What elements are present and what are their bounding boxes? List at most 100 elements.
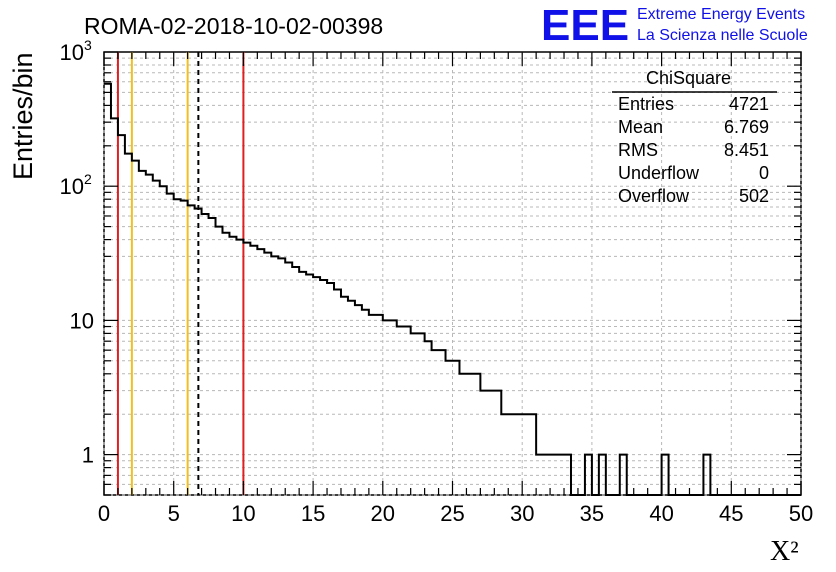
stats-value: 6.769 [724, 117, 769, 137]
x-tick-label: 45 [719, 501, 743, 526]
x-tick-label: 15 [301, 501, 325, 526]
histogram-bin [195, 209, 202, 495]
y-tick-label: 10 [70, 308, 94, 333]
stats-title: ChiSquare [646, 68, 731, 88]
x-tick-label: 10 [231, 501, 255, 526]
stats-label: Underflow [618, 163, 700, 183]
y-tick-exponent: 2 [84, 171, 92, 187]
histogram-bin [125, 154, 132, 495]
histogram-bin [397, 327, 404, 495]
histogram-bin [446, 361, 453, 495]
logo-line1: Extreme Energy Events [637, 6, 805, 23]
histogram-bin [362, 310, 369, 495]
histogram-bin [181, 201, 188, 495]
histogram-bin [257, 249, 264, 495]
histogram-bin [160, 186, 167, 495]
histogram-bin [299, 272, 306, 495]
histogram-bin [243, 243, 250, 495]
histogram-bin [418, 333, 425, 495]
histogram-bin [543, 455, 550, 495]
x-tick-label: 20 [371, 501, 395, 526]
histogram-bin [139, 171, 146, 495]
histogram-bin [306, 274, 313, 495]
y-axis-label: Entries/bin [8, 52, 38, 180]
histogram-bin [390, 320, 397, 495]
y-tick-label: 10 [60, 40, 84, 65]
histogram-bin [515, 414, 522, 495]
histogram-bin [432, 350, 439, 495]
histogram-bin [480, 391, 487, 495]
histogram-bin [285, 263, 292, 495]
histogram-bin [271, 256, 278, 495]
histogram-bin [229, 237, 236, 495]
histogram-bin [167, 194, 174, 495]
histogram-bin [564, 455, 571, 495]
histogram-bin [487, 391, 494, 495]
y-tick-label: 10 [60, 174, 84, 199]
histogram-bin [599, 455, 606, 495]
x-tick-label: 50 [789, 501, 813, 526]
histogram-bin [453, 361, 460, 495]
histogram-bin [529, 414, 536, 495]
histogram-bin [250, 246, 257, 495]
stats-value: 4721 [729, 94, 769, 114]
histogram-bin [236, 240, 243, 495]
histogram-bin [341, 297, 348, 495]
grid-layer [103, 52, 802, 496]
histogram-bin [118, 135, 125, 495]
histogram-bin [313, 277, 320, 495]
stats-label: Entries [618, 94, 674, 114]
stats-value: 8.451 [724, 140, 769, 160]
histogram-bin [369, 315, 376, 495]
x-tick-label: 40 [649, 501, 673, 526]
histogram-bin [536, 455, 543, 495]
histogram-bin [439, 350, 446, 495]
histogram-bin [662, 455, 669, 495]
histogram-bin [501, 414, 508, 495]
histogram-bin [320, 280, 327, 495]
histogram-bin [146, 175, 153, 495]
histogram-bin [557, 455, 564, 495]
histogram-bin [550, 455, 557, 495]
chart-title: ROMA-02-2018-10-02-00398 [84, 13, 383, 39]
histogram-bin [327, 283, 334, 495]
stats-box: ChiSquare Entries 4721 Mean 6.769 RMS 8.… [612, 68, 777, 206]
histogram-bin [508, 414, 515, 495]
histogram-bin [404, 327, 411, 495]
x-tick-label: 5 [168, 501, 180, 526]
histogram-bin [209, 218, 216, 495]
logo-line2: La Scienza nelle Scuole [637, 27, 808, 44]
histogram-bin [355, 305, 362, 495]
x-tick-label: 0 [98, 501, 110, 526]
histogram-bin [222, 233, 229, 495]
x-tick-label: 25 [440, 501, 464, 526]
stats-value: 0 [759, 163, 769, 183]
stats-label: Overflow [618, 186, 690, 206]
histogram-series [104, 82, 801, 496]
histogram-line [104, 82, 801, 496]
histogram-bin [216, 227, 223, 495]
x-axis-label: X² [770, 536, 799, 567]
histogram-bin [473, 374, 480, 495]
histogram-bin [188, 205, 195, 495]
histogram-bin [585, 455, 592, 495]
x-tick-label: 35 [580, 501, 604, 526]
histogram-bin [411, 333, 418, 495]
eee-logo: EEE [541, 1, 629, 50]
histogram-bin [174, 199, 181, 495]
histogram-bin [494, 391, 501, 495]
histogram-bin [620, 455, 627, 495]
y-tick-label: 1 [82, 443, 94, 468]
histogram-bin [111, 118, 118, 495]
histogram-bin [202, 214, 209, 495]
histogram-bin [334, 289, 341, 495]
histogram-bin [703, 455, 710, 495]
histogram-bin [383, 320, 390, 495]
histogram-bin [292, 267, 299, 495]
stats-value: 502 [739, 186, 769, 206]
histogram-bin [153, 181, 160, 495]
histogram-bin [278, 258, 285, 495]
histogram-bin [348, 301, 355, 495]
